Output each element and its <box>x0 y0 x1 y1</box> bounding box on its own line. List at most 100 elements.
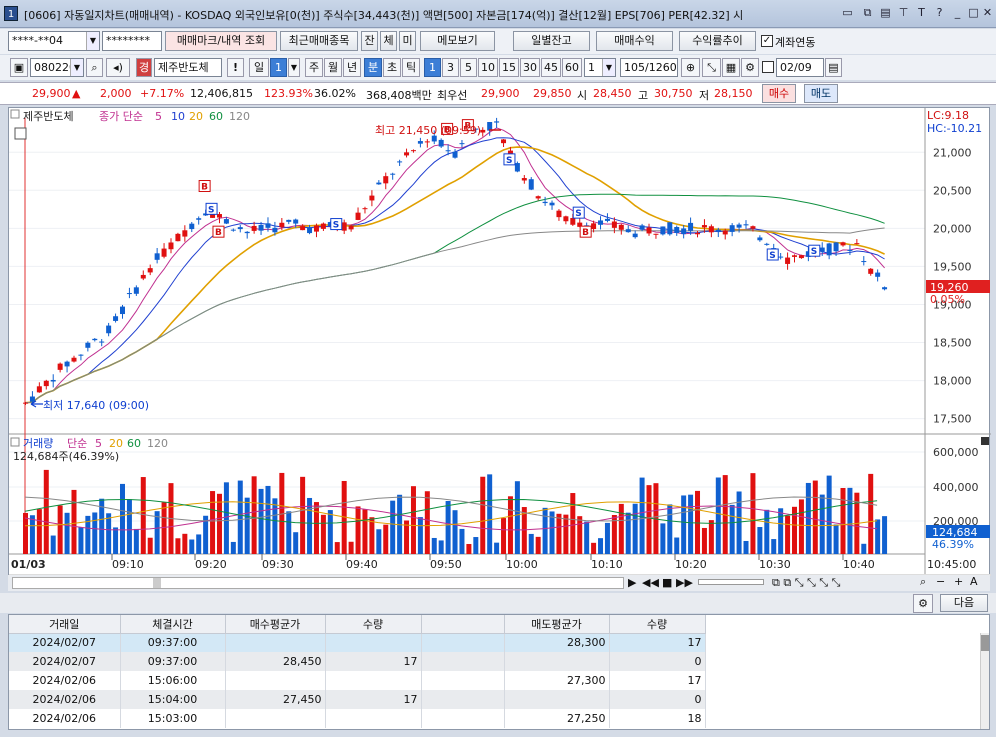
minute-45[interactable]: 45 <box>541 58 561 77</box>
minimize-icon[interactable]: _ <box>954 6 961 19</box>
buy-mark-icon[interactable] <box>461 119 474 132</box>
alert-icon[interactable]: ! <box>227 58 244 77</box>
sell-button[interactable]: 매도 <box>804 84 838 103</box>
period-tick[interactable]: 틱 <box>402 58 420 77</box>
sell-mark-icon[interactable] <box>330 218 343 231</box>
table-scroll-thumb[interactable] <box>981 635 989 651</box>
layout-icon[interactable]: ▣ <box>10 58 28 77</box>
password-field[interactable]: ******** <box>102 31 162 51</box>
table-row[interactable]: 2024/02/07 09:37:00 28,300 17 <box>9 633 706 652</box>
help-icon[interactable]: ? <box>936 6 943 19</box>
zoom-out-icon[interactable]: − <box>936 575 946 588</box>
date-checkbox[interactable] <box>762 61 774 73</box>
account-select[interactable]: ****-**04 ▼ <box>8 31 100 51</box>
stock-code-input[interactable]: 080220 ▼ <box>30 58 84 77</box>
period-day[interactable]: 일 <box>249 58 269 77</box>
daily-balance-button[interactable]: 일별잔고 <box>513 31 590 51</box>
chevron-down-icon[interactable]: ▼ <box>86 32 99 50</box>
scroll-thumb[interactable] <box>153 578 161 588</box>
minute-15[interactable]: 15 <box>499 58 519 77</box>
close-icon[interactable]: ✕ <box>982 6 993 19</box>
stock-name-field[interactable]: 제주반도체 <box>154 58 222 77</box>
chart-scrollbar[interactable] <box>12 577 624 589</box>
save-icon[interactable]: ▦ <box>722 58 740 77</box>
sell-mark-icon[interactable] <box>205 202 218 215</box>
minute-10[interactable]: 10 <box>478 58 498 77</box>
search-icon[interactable]: ⌕ <box>86 58 103 77</box>
font-size-icon[interactable]: A <box>970 575 978 588</box>
buy-mark-icon[interactable] <box>579 225 592 238</box>
minute-1[interactable]: 1 <box>424 58 441 77</box>
play-icon[interactable]: ▶ <box>628 576 637 589</box>
table-row[interactable]: 2024/02/06 15:03:00 27,250 18 <box>9 709 706 728</box>
trade-profit-button[interactable]: 매매수익 <box>596 31 673 51</box>
sell-mark-icon[interactable] <box>503 153 516 166</box>
zoom-search-icon[interactable]: ⌕ <box>920 575 927 588</box>
panel-close-icon[interactable] <box>981 437 989 445</box>
trade-mark-query-button[interactable]: 매매마크/내역 조회 <box>165 31 277 51</box>
table-row[interactable]: 2024/02/07 09:37:00 28,450 17 0 <box>9 652 706 671</box>
minute-60[interactable]: 60 <box>562 58 582 77</box>
chevron-down-icon[interactable]: ▼ <box>70 59 83 76</box>
restore-icon[interactable]: ⧉ <box>863 6 872 19</box>
minute-5[interactable]: 5 <box>460 58 477 77</box>
pin-icon[interactable]: ⊤ <box>898 6 909 19</box>
stop-icon[interactable]: ■ <box>662 576 673 589</box>
period-year[interactable]: 년 <box>343 58 361 77</box>
step-forward-icon[interactable]: ▶▶ <box>676 576 693 589</box>
period-week[interactable]: 주 <box>305 58 323 77</box>
zoom-in-icon[interactable]: ⊕ <box>681 58 700 77</box>
table-scrollbar[interactable] <box>980 633 989 729</box>
buy-button[interactable]: 매수 <box>762 84 796 103</box>
interval-count-select[interactable]: 1 ▼ <box>584 58 616 77</box>
zoom-in-icon[interactable]: + <box>954 575 964 588</box>
tile-icon[interactable]: ▤ <box>880 6 891 19</box>
candle <box>445 150 451 152</box>
chevron-down-icon[interactable]: ▼ <box>602 59 615 76</box>
next-button[interactable]: 다음 <box>940 594 988 612</box>
buy-mark-icon[interactable] <box>198 180 211 193</box>
speed-slider[interactable] <box>698 579 764 585</box>
balance-button[interactable]: 잔 <box>361 31 378 51</box>
view-count-field[interactable]: 105/12600 <box>620 58 678 77</box>
unfilled-button[interactable]: 미 <box>399 31 416 51</box>
minute-30[interactable]: 30 <box>520 58 540 77</box>
executed-button[interactable]: 체 <box>380 31 397 51</box>
settings-gear-icon[interactable]: ⚙ <box>913 594 933 613</box>
sell-mark-icon[interactable] <box>808 244 821 257</box>
table-row[interactable]: 2024/02/06 15:06:00 27,300 17 <box>9 671 706 690</box>
gear-icon[interactable]: ⚙ <box>741 58 759 77</box>
sound-icon[interactable]: ◂) <box>106 58 130 77</box>
period-day-count[interactable]: 1 <box>270 58 287 77</box>
date-field[interactable]: 02/09 <box>776 58 824 77</box>
candle <box>494 121 500 123</box>
calendar-icon[interactable]: ▤ <box>825 58 842 77</box>
period-minute[interactable]: 분 <box>364 58 382 77</box>
turnover-ratio: 36.02% <box>314 87 356 100</box>
memo-view-button[interactable]: 메모보기 <box>420 31 495 51</box>
window-icon[interactable]: ▭ <box>842 6 853 19</box>
sell-mark-icon[interactable] <box>572 206 585 219</box>
account-link-checkbox[interactable]: ✓ <box>761 35 773 47</box>
minute-3[interactable]: 3 <box>442 58 459 77</box>
table-grid-icon[interactable] <box>14 127 27 140</box>
tool-icons[interactable]: ⧉ ⧉ ⤡ ⤡ ⤡ ⤡ <box>772 576 841 589</box>
maximize-icon[interactable]: □ <box>968 6 979 19</box>
candle <box>348 225 354 230</box>
period-month[interactable]: 월 <box>324 58 342 77</box>
recent-trades-button[interactable]: 최근매매종목 <box>280 31 358 51</box>
step-back-icon[interactable]: ◀◀ <box>642 576 659 589</box>
sell-mark-icon[interactable] <box>766 248 779 261</box>
period-second[interactable]: 초 <box>383 58 401 77</box>
chevron-down-icon[interactable]: ▼ <box>288 58 300 77</box>
header-sell-avg: 매도평균가 <box>504 615 610 634</box>
font-icon[interactable]: T <box>918 6 925 19</box>
yield-trend-button[interactable]: 수익률추이 <box>679 31 756 51</box>
buy-mark-icon[interactable] <box>212 225 225 238</box>
table-row[interactable]: 2024/02/06 15:04:00 27,450 17 0 <box>9 690 706 709</box>
buy-mark-icon[interactable] <box>441 122 454 135</box>
tool-icon[interactable]: ⤡ <box>702 58 721 77</box>
volume-ma-line <box>24 498 878 524</box>
